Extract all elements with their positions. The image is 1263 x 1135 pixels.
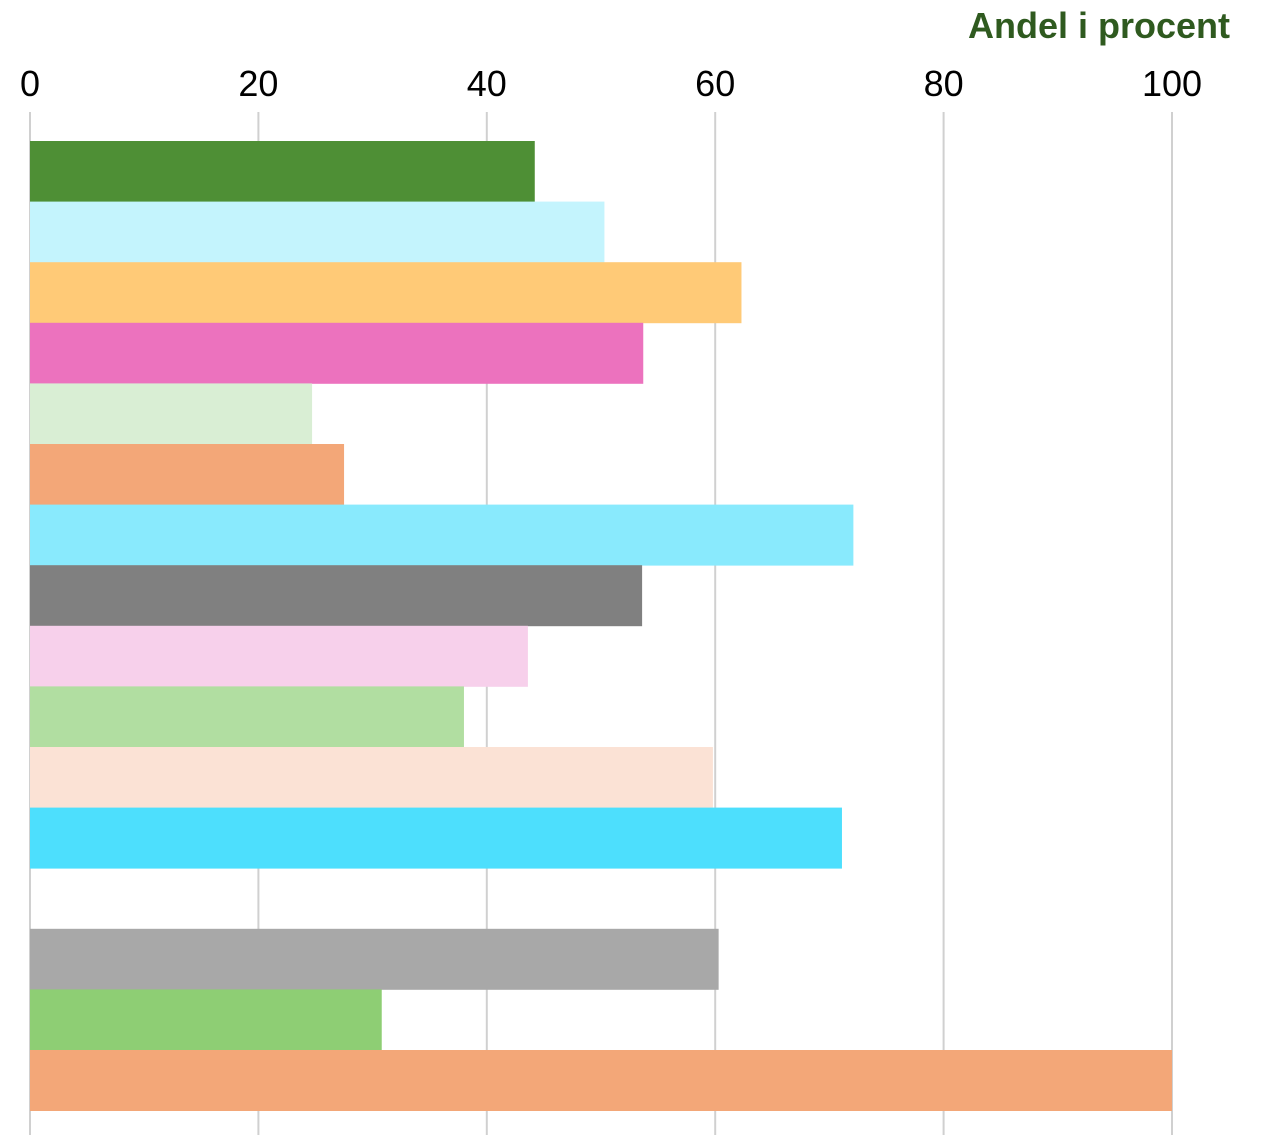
bar-11 (30, 747, 713, 808)
x-tick-label: 20 (238, 63, 278, 104)
bar-2 (30, 201, 605, 263)
x-tick-label: 0 (20, 63, 40, 104)
x-tick-label: 80 (924, 63, 964, 104)
bar-12 (30, 807, 842, 869)
bar-8 (30, 565, 643, 627)
x-tick-label: 100 (1142, 63, 1202, 104)
bar-10 (30, 686, 464, 748)
bar-6 (30, 444, 345, 505)
bar-9 (30, 625, 528, 687)
bar-14 (30, 928, 719, 990)
x-axis-ticks: 0 20 40 60 80 100 (20, 63, 1202, 104)
bar-1 (30, 141, 535, 202)
x-tick-label: 60 (695, 63, 735, 104)
x-tick-label: 40 (467, 63, 507, 104)
bar-7 (30, 504, 854, 566)
bar-3 (30, 262, 742, 324)
x-axis-title: Andel i procent (968, 5, 1230, 46)
bar-4 (30, 322, 644, 384)
bar-16 (30, 1050, 1172, 1111)
bars (30, 141, 1172, 1111)
bar-15 (30, 989, 382, 1051)
bar-5 (30, 383, 313, 445)
